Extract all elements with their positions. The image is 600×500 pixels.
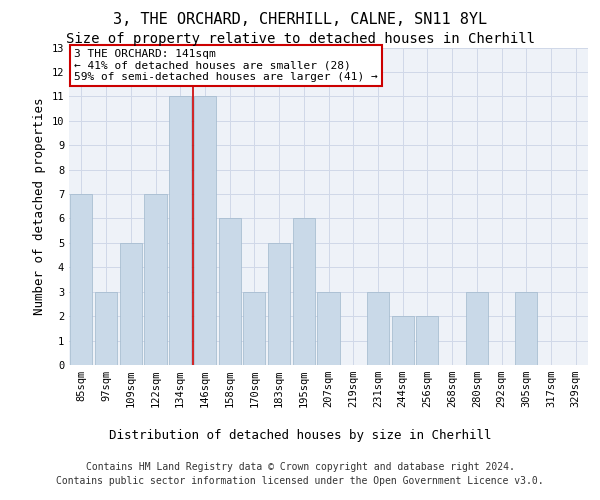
Text: 3, THE ORCHARD, CHERHILL, CALNE, SN11 8YL: 3, THE ORCHARD, CHERHILL, CALNE, SN11 8Y… <box>113 12 487 26</box>
Bar <box>218 218 241 365</box>
Bar <box>169 96 191 365</box>
Text: Contains public sector information licensed under the Open Government Licence v3: Contains public sector information licen… <box>56 476 544 486</box>
Bar <box>95 292 117 365</box>
Bar <box>367 292 389 365</box>
Bar <box>515 292 538 365</box>
Text: 3 THE ORCHARD: 141sqm
← 41% of detached houses are smaller (28)
59% of semi-deta: 3 THE ORCHARD: 141sqm ← 41% of detached … <box>74 49 378 82</box>
Bar <box>145 194 167 365</box>
Text: Distribution of detached houses by size in Cherhill: Distribution of detached houses by size … <box>109 430 491 442</box>
Y-axis label: Number of detached properties: Number of detached properties <box>33 98 46 315</box>
Bar <box>268 243 290 365</box>
Bar <box>70 194 92 365</box>
Bar <box>194 96 216 365</box>
Bar <box>392 316 414 365</box>
Bar <box>416 316 439 365</box>
Bar <box>243 292 265 365</box>
Bar <box>466 292 488 365</box>
Text: Contains HM Land Registry data © Crown copyright and database right 2024.: Contains HM Land Registry data © Crown c… <box>86 462 514 472</box>
Bar <box>119 243 142 365</box>
Bar <box>293 218 315 365</box>
Bar <box>317 292 340 365</box>
Text: Size of property relative to detached houses in Cherhill: Size of property relative to detached ho… <box>65 32 535 46</box>
